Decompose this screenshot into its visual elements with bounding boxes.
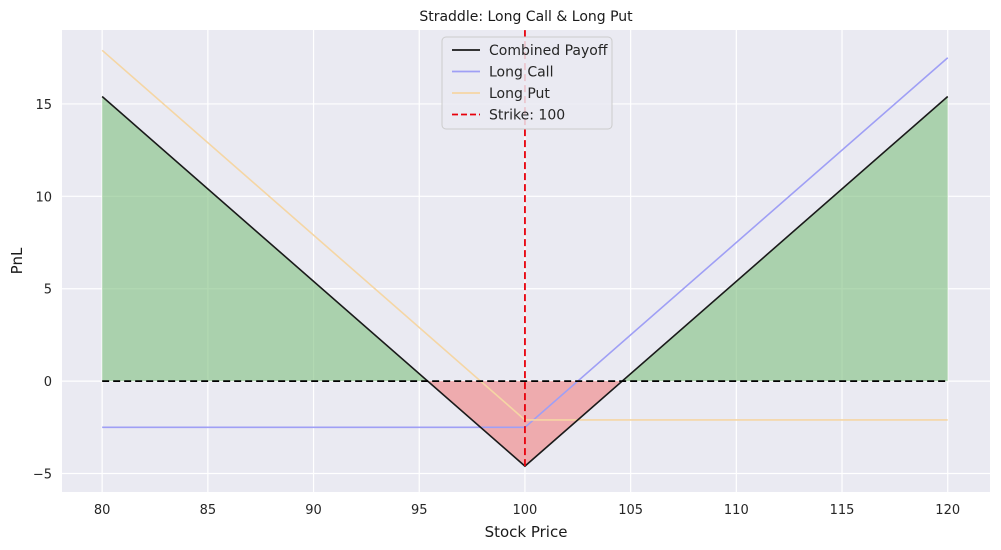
legend: Combined Payoff Long Call Long Put Strike: … (441, 36, 613, 130)
x-tick-label: 120 (935, 503, 960, 518)
legend-label: Long Put (489, 86, 550, 102)
y-tick-label: 0 (44, 375, 52, 390)
chart-title: Straddle: Long Call & Long Put (419, 9, 633, 25)
legend-label: Combined Payoff (489, 43, 608, 59)
legend-label: Strike: 100 (489, 108, 565, 124)
y-tick-label: 15 (35, 98, 52, 113)
x-tick-label: 110 (724, 503, 749, 518)
x-tick-label: 85 (200, 503, 217, 518)
x-tick-label: 115 (830, 503, 855, 518)
x-axis-label: Stock Price (485, 523, 568, 541)
y-tick-label: 5 (44, 283, 52, 298)
x-tick-label: 105 (618, 503, 643, 518)
x-tick-label: 80 (94, 503, 111, 518)
x-tick-label: 90 (305, 503, 322, 518)
x-tick-label: 100 (513, 503, 538, 518)
y-tick-label: 10 (35, 190, 52, 205)
y-axis-label: PnL (8, 247, 26, 274)
y-tick-label: −5 (33, 468, 52, 483)
y-tick-labels: −5 0 5 10 15 (33, 98, 52, 483)
loss-fill (427, 381, 623, 467)
legend-label: Long Call (489, 65, 553, 81)
x-tick-labels: 80 85 90 95 100 105 110 115 120 (94, 503, 960, 518)
x-tick-label: 95 (411, 503, 428, 518)
legend-box (441, 36, 613, 130)
